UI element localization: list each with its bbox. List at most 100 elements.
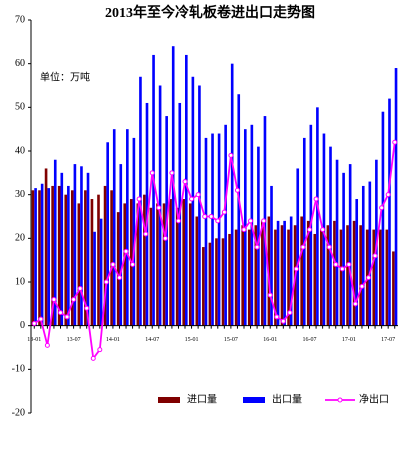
- bar: [392, 251, 395, 326]
- bar: [313, 233, 317, 326]
- y-tick-label: 70: [15, 14, 25, 25]
- marker: [149, 170, 155, 176]
- marker: [307, 227, 313, 233]
- bar: [84, 190, 87, 326]
- legend-swatch: [337, 397, 343, 403]
- bar: [156, 203, 159, 326]
- marker: [392, 139, 398, 145]
- bar: [342, 172, 345, 326]
- bar: [44, 168, 48, 326]
- bar: [57, 185, 61, 326]
- bar: [191, 76, 195, 326]
- marker: [352, 301, 358, 307]
- marker: [136, 196, 142, 202]
- x-tick-label: 14-01: [106, 337, 120, 343]
- y-tick-label: 0: [20, 320, 25, 331]
- bar: [169, 199, 172, 326]
- marker: [103, 279, 109, 285]
- bar: [302, 137, 306, 326]
- bar: [93, 231, 96, 326]
- bar: [152, 54, 155, 326]
- marker: [44, 342, 50, 348]
- bar: [270, 185, 273, 326]
- bar: [241, 225, 244, 326]
- y-tick-label: 50: [15, 102, 25, 113]
- y-tick-label: -10: [12, 364, 25, 375]
- bar: [116, 212, 120, 326]
- bar: [143, 194, 146, 326]
- bar: [112, 129, 116, 326]
- marker: [379, 205, 385, 211]
- bar: [329, 146, 332, 326]
- bar: [287, 229, 290, 326]
- bar: [149, 207, 153, 326]
- marker: [234, 187, 240, 193]
- bar: [348, 164, 352, 326]
- bar: [283, 220, 286, 326]
- marker: [57, 310, 63, 316]
- marker: [300, 244, 306, 250]
- legend-swatch: [243, 397, 265, 403]
- bar: [158, 85, 162, 326]
- bar: [185, 54, 188, 326]
- bar: [385, 229, 389, 326]
- bar: [224, 124, 227, 326]
- marker: [143, 231, 149, 237]
- bar: [103, 185, 107, 326]
- marker: [320, 227, 326, 233]
- x-tick-label: 16-07: [303, 337, 317, 343]
- bar: [234, 229, 238, 326]
- marker: [228, 152, 234, 158]
- bar: [77, 203, 81, 326]
- bar: [346, 225, 349, 326]
- marker: [195, 192, 201, 198]
- x-tick-label: 15-01: [185, 337, 199, 343]
- marker: [31, 320, 37, 326]
- bar: [34, 188, 37, 326]
- bar: [198, 85, 201, 326]
- bar: [51, 185, 54, 326]
- bar: [110, 190, 113, 326]
- bar: [67, 185, 70, 326]
- marker: [254, 244, 260, 250]
- marker: [372, 253, 378, 259]
- bar: [274, 229, 277, 326]
- bar: [136, 203, 140, 326]
- legend-label: 净出口: [359, 392, 389, 405]
- marker: [248, 218, 254, 224]
- marker: [333, 262, 339, 268]
- bar: [215, 238, 218, 326]
- bar: [335, 159, 339, 326]
- marker: [71, 296, 77, 302]
- marker: [162, 235, 168, 241]
- marker: [241, 227, 247, 233]
- marker: [280, 318, 286, 324]
- x-tick-label: 13-01: [27, 337, 41, 343]
- marker: [215, 218, 221, 224]
- legend-label: 出口量: [272, 392, 302, 405]
- bar: [320, 229, 323, 326]
- bar: [296, 168, 300, 326]
- chart-title: 2013年至今冷轧板卷进出口走势图: [105, 4, 315, 21]
- marker: [77, 286, 83, 292]
- marker: [293, 266, 299, 272]
- y-tick-label: 30: [15, 189, 25, 200]
- marker: [267, 292, 273, 298]
- marker: [221, 209, 227, 215]
- bar: [119, 164, 123, 326]
- marker: [261, 218, 267, 224]
- marker: [385, 192, 391, 198]
- marker: [175, 218, 181, 224]
- y-tick-label: 60: [15, 58, 25, 69]
- bar: [355, 199, 359, 326]
- marker: [130, 262, 136, 268]
- bar: [394, 68, 398, 326]
- bar: [221, 238, 225, 326]
- marker: [346, 262, 352, 268]
- bar: [306, 220, 310, 326]
- marker: [326, 244, 332, 250]
- y-tick-label: 40: [15, 145, 25, 156]
- bar: [368, 181, 372, 326]
- bar: [378, 229, 382, 326]
